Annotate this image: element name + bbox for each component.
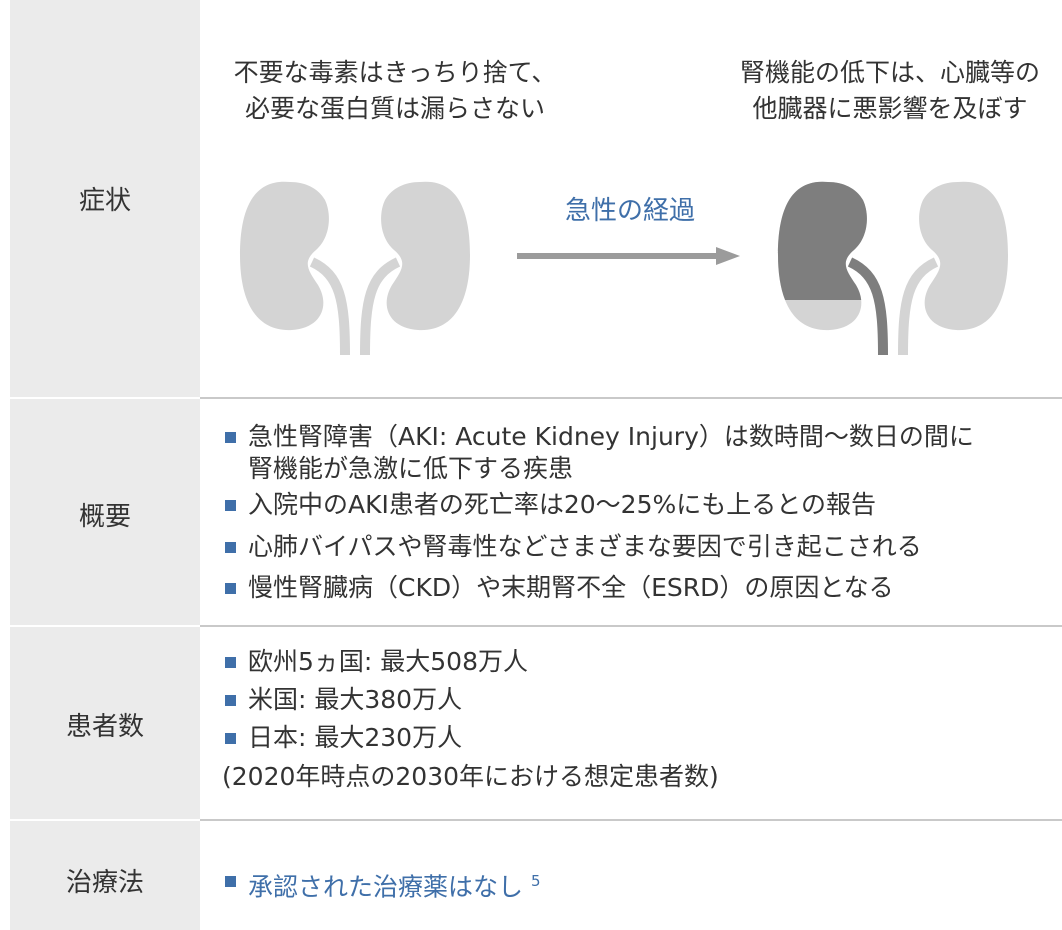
bullet: [225, 657, 236, 668]
item-text: 慢性腎臓病（CKD）や末期腎不全（ESRD）の原因となる: [248, 573, 894, 602]
bullet: [225, 500, 236, 511]
bullet: [225, 583, 236, 594]
bullet: [225, 695, 236, 706]
item-text: 承認された治療薬はなし 5: [248, 864, 541, 904]
bullet: [225, 432, 236, 443]
bullet: [225, 876, 236, 887]
row-label: 概要: [78, 502, 131, 532]
row-divider: [10, 397, 1062, 399]
item-text: 入院中のAKI患者の死亡率は20～25%にも上るとの報告: [248, 490, 876, 519]
kidney-illustration: [240, 181, 1008, 356]
item-text: 米国: 最大380万人: [248, 685, 463, 714]
row-divider: [10, 625, 1062, 627]
note: (2020年時点の2030年における想定患者数): [222, 762, 719, 791]
row-label: 症状: [78, 186, 131, 216]
item-text: 心肺バイパスや腎毒性などさまざまな要因で引き起こされる: [248, 532, 922, 561]
item-text: 腎機能が急激に低下する疾患: [248, 454, 574, 483]
caption: 腎機能の低下は、心臓等の: [739, 58, 1040, 87]
row-label: 治療法: [65, 868, 144, 898]
caption: 不要な毒素はきっちり捨て、: [233, 58, 557, 87]
caption: 他臓器に悪影響を及ぼす: [752, 94, 1028, 123]
caption: 必要な蛋白質は漏らさない: [244, 94, 545, 123]
row-label: 患者数: [65, 712, 144, 742]
item-text: 日本: 最大230万人: [248, 723, 463, 752]
treatment-text: 承認された治療薬はなし: [248, 872, 524, 902]
item-text: 欧州5ヵ国: 最大508万人: [248, 647, 528, 676]
footnote: 5: [530, 872, 541, 890]
bullet: [225, 733, 236, 744]
row-divider: [10, 819, 1062, 821]
label-column: [10, 0, 200, 930]
bullet: [225, 542, 236, 553]
item-text: 急性腎障害（AKI: Acute Kidney Injury）は数時間～数日の間…: [248, 422, 974, 451]
arrow-label: 急性の経過: [564, 196, 695, 226]
